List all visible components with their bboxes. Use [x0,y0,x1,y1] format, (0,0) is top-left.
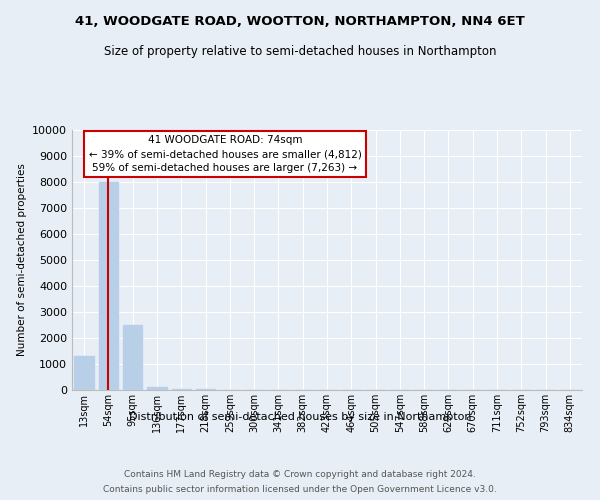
Bar [74,356,94,390]
Bar [99,182,118,390]
Bar [147,386,167,390]
Y-axis label: Number of semi-detached properties: Number of semi-detached properties [17,164,26,356]
Text: 41, WOODGATE ROAD, WOOTTON, NORTHAMPTON, NN4 6ET: 41, WOODGATE ROAD, WOOTTON, NORTHAMPTON,… [75,15,525,28]
Bar [123,325,142,390]
Text: Contains public sector information licensed under the Open Government Licence v3: Contains public sector information licen… [103,485,497,494]
Text: 41 WOODGATE ROAD: 74sqm
← 39% of semi-detached houses are smaller (4,812)
59% of: 41 WOODGATE ROAD: 74sqm ← 39% of semi-de… [89,135,361,173]
Text: Distribution of semi-detached houses by size in Northampton: Distribution of semi-detached houses by … [129,412,471,422]
Bar [172,388,191,390]
Text: Contains HM Land Registry data © Crown copyright and database right 2024.: Contains HM Land Registry data © Crown c… [124,470,476,479]
Text: Size of property relative to semi-detached houses in Northampton: Size of property relative to semi-detach… [104,45,496,58]
